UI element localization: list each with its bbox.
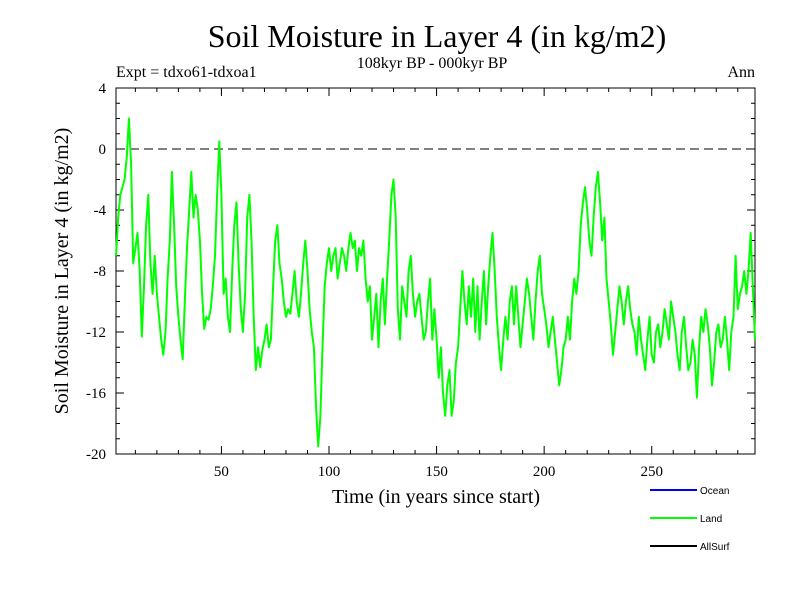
y-tick-label: -16 — [86, 386, 106, 402]
y-tick-label: -4 — [94, 203, 107, 219]
y-tick-label: 0 — [99, 142, 107, 158]
legend-label-allsurf: AllSurf — [700, 542, 730, 553]
chart-subtitle: 108kyr BP - 000kyr BP — [357, 55, 508, 72]
y-axis-label: Soil Moisture in Layer 4 (in kg/m2) — [51, 128, 73, 415]
x-tick-label: 150 — [425, 464, 448, 480]
plot-area: 4 0 -4 -8 -12 -16 -20 50 100 150 200 250 — [86, 81, 756, 480]
plot-frame — [115, 87, 756, 455]
x-tick-label: 50 — [214, 464, 229, 480]
x-tick-label: 250 — [640, 464, 663, 480]
legend-label-land: Land — [700, 514, 722, 525]
series-line-land — [115, 117, 756, 448]
y-tick-label: -20 — [86, 447, 106, 463]
y-tick-label: -8 — [94, 264, 107, 280]
experiment-label: Expt = tdxo61-tdxoa1 — [116, 64, 257, 81]
x-tick-label: 200 — [533, 464, 556, 480]
legend-label-ocean: Ocean — [700, 486, 729, 497]
y-tick-label: -12 — [86, 325, 106, 341]
chart-title: Soil Moisture in Layer 4 (in kg/m2) — [208, 18, 667, 54]
x-axis-label: Time (in years since start) — [332, 486, 540, 508]
y-tick-label: 4 — [99, 81, 107, 97]
legend: Ocean Land AllSurf — [650, 486, 730, 553]
season-label: Ann — [727, 64, 755, 81]
x-tick-label: 100 — [318, 464, 341, 480]
